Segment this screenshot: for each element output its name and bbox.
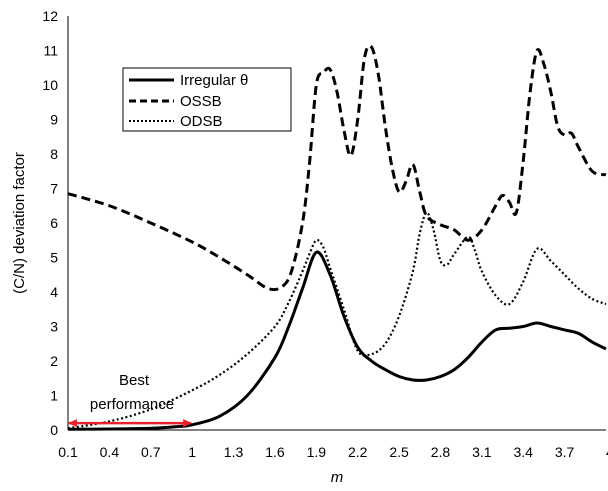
y-tick-label: 2 — [50, 353, 58, 369]
legend-label-irregular: Irregular θ — [180, 72, 248, 89]
y-tick-label: 6 — [50, 215, 58, 231]
legend: Irregular θ OSSB ODSB — [122, 67, 292, 132]
series-group — [67, 44, 607, 431]
x-tick-label: 1.3 — [224, 444, 244, 460]
axes — [67, 16, 606, 431]
annotation-line-2: performance — [90, 396, 174, 413]
x-tick-label: 0.1 — [58, 444, 78, 460]
y-tick-label: 7 — [50, 181, 58, 197]
x-tick-label: 1 — [188, 444, 196, 460]
x-tick-label: 1.9 — [307, 444, 327, 460]
x-tick-label: 4 — [606, 444, 608, 460]
x-tick-label: 1.6 — [265, 444, 285, 460]
y-tick-label: 1 — [50, 388, 58, 404]
x-tick-labels: 0.1 0.4 0.7 1 1.3 1.6 1.9 2.2 2.5 2.8 3.1 3.4 3.7 4 — [58, 444, 608, 460]
y-tick-label: 0 — [50, 422, 58, 438]
x-tick-label: 2.8 — [431, 444, 451, 460]
y-tick-label: 5 — [50, 250, 58, 266]
series-line-solid — [67, 250, 607, 431]
series-line-dotted — [67, 211, 607, 430]
x-tick-label: 2.2 — [348, 444, 368, 460]
legend-label-ossb: OSSB — [180, 93, 222, 110]
y-tick-label: 4 — [50, 284, 58, 300]
legend-label-odsb: ODSB — [180, 113, 223, 130]
y-tick-label: 3 — [50, 319, 58, 335]
best-performance-annotation: Best performance — [68, 372, 193, 428]
annotation-line-1: Best — [119, 372, 150, 389]
y-tick-label: 10 — [42, 77, 58, 93]
x-axis-label: m — [331, 469, 344, 486]
x-tick-label: 0.4 — [100, 444, 120, 460]
series-line-dashed — [67, 44, 607, 292]
y-tick-label: 12 — [42, 8, 58, 24]
x-tick-label: 3.4 — [513, 444, 533, 460]
x-tick-label: 2.5 — [389, 444, 409, 460]
y-tick-label: 11 — [43, 43, 58, 59]
y-tick-label: 8 — [50, 146, 58, 162]
x-tick-label: 3.7 — [555, 444, 575, 460]
y-axis-label: (C/N) deviation factor — [11, 152, 28, 294]
x-tick-label: 3.1 — [472, 444, 492, 460]
y-tick-label: 9 — [50, 112, 58, 128]
x-tick-label: 0.7 — [141, 444, 161, 460]
